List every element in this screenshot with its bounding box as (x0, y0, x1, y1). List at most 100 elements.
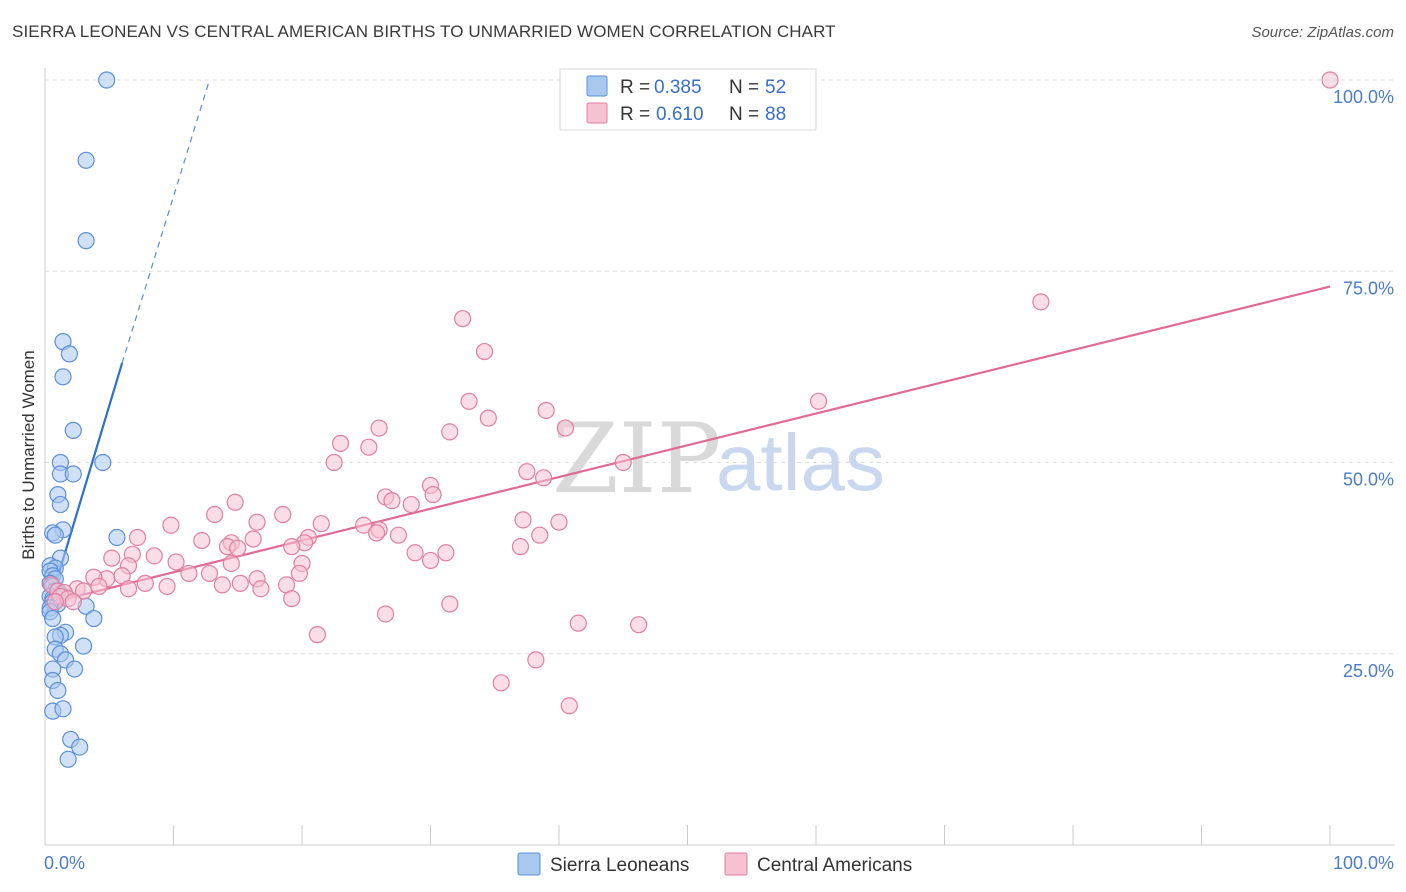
legend-n-label-1: N = (729, 77, 759, 98)
trend-line-central (44, 285, 1331, 606)
point-sierra-10 (64, 465, 82, 483)
point-central-29 (162, 516, 180, 534)
point-central-66 (90, 577, 108, 596)
point-central-8 (556, 419, 575, 437)
point-central-46 (406, 544, 424, 562)
point-sierra-0 (98, 71, 116, 89)
y-tick-label-3: 100.0% (1333, 87, 1394, 107)
point-central-16 (534, 469, 553, 487)
point-central-14 (614, 453, 632, 472)
point-sierra-46 (49, 681, 67, 700)
legend-swatch-pink (586, 102, 608, 124)
point-central-72 (74, 582, 93, 600)
point-central-45 (511, 538, 530, 556)
point-central-3 (475, 342, 494, 361)
point-central-48 (145, 547, 163, 565)
bottom-legend-label-blue: Sierra Leoneans (550, 855, 689, 876)
point-central-10 (441, 423, 459, 441)
legend-box: R = 0.385 N = 52 R = 0.610 N = 88 (559, 68, 817, 131)
y-tick-label-2: 75.0% (1343, 278, 1394, 298)
point-central-21 (402, 495, 420, 514)
point-central-74 (252, 580, 270, 598)
point-central-86 (560, 697, 578, 715)
point-central-57 (180, 564, 198, 583)
point-central-84 (630, 616, 648, 634)
trend-line-sierra-extension (121, 79, 211, 364)
point-central-51 (222, 554, 240, 573)
point-central-81 (308, 626, 327, 644)
point-central-9 (370, 419, 388, 437)
watermark: ZIP atlas (552, 403, 885, 515)
point-central-19 (424, 486, 442, 504)
x-tick-label-right: 100.0% (1333, 853, 1394, 873)
point-sierra-50 (71, 738, 89, 756)
legend-n-value-1: 52 (765, 77, 786, 98)
source-label: Source: ZipAtlas.com (1251, 24, 1394, 41)
point-central-78 (46, 593, 64, 611)
point-central-36 (244, 530, 262, 548)
point-central-49 (103, 549, 121, 567)
point-central-37 (193, 531, 211, 550)
point-central-55 (200, 564, 219, 583)
y-axis-label: Births to Unmarried Women (19, 350, 38, 559)
point-sierra-5 (54, 368, 72, 386)
point-central-33 (531, 526, 549, 544)
point-central-1 (1032, 293, 1050, 311)
bottom-legend-swatch-blue (517, 852, 541, 876)
point-sierra-39 (74, 637, 93, 655)
point-central-5 (460, 392, 478, 410)
point-central-6 (537, 401, 555, 420)
point-central-20 (383, 492, 401, 510)
point-sierra-34 (44, 609, 62, 628)
bottom-legend: Sierra Leoneans Central Americans (517, 852, 912, 876)
point-central-65 (231, 574, 249, 592)
point-sierra-8 (94, 453, 112, 472)
point-central-79 (441, 595, 459, 613)
point-central-43 (229, 539, 247, 557)
point-central-26 (550, 513, 568, 531)
point-sierra-6 (64, 421, 82, 439)
chart-title: SIERRA LEONEAN VS CENTRAL AMERICAN BIRTH… (12, 22, 836, 41)
bottom-legend-swatch-pink (724, 852, 748, 876)
point-central-52 (167, 553, 185, 571)
bottom-legend-label-pink: Central Americans (757, 855, 912, 876)
y-tick-label-1: 50.0% (1343, 470, 1394, 490)
point-central-25 (514, 511, 532, 529)
point-central-62 (136, 574, 154, 592)
data-points (41, 71, 1339, 768)
point-central-11 (331, 434, 350, 452)
point-central-23 (206, 505, 224, 524)
x-tick-label-left: 0.0% (44, 853, 85, 873)
legend-r-value-1: 0.385 (654, 77, 702, 98)
point-sierra-12 (51, 495, 70, 514)
point-central-15 (518, 463, 536, 481)
point-sierra-2 (77, 232, 95, 250)
point-central-34 (389, 526, 407, 544)
point-central-27 (248, 513, 266, 531)
point-sierra-15 (46, 526, 64, 544)
legend-swatch-blue (586, 75, 608, 97)
legend-n-label-2: N = (729, 104, 759, 125)
legend-r-value-2: 0.610 (656, 104, 704, 125)
point-sierra-1 (77, 151, 95, 169)
point-central-77 (64, 593, 82, 611)
point-central-28 (312, 515, 330, 533)
point-sierra-4 (60, 345, 79, 363)
point-sierra-16 (108, 528, 126, 547)
point-central-56 (290, 564, 309, 583)
axes (44, 68, 1395, 846)
point-central-87 (376, 605, 395, 623)
point-sierra-44 (65, 660, 84, 678)
point-central-50 (421, 551, 440, 570)
point-central-12 (360, 438, 378, 456)
tick-labels: 25.0% 50.0% 75.0% 100.0% 0.0% 100.0% (44, 87, 1394, 873)
gridlines (45, 79, 1395, 655)
watermark-zip: ZIP (552, 403, 721, 515)
legend-n-value-2: 88 (765, 104, 786, 125)
point-central-7 (479, 409, 497, 427)
point-central-82 (527, 651, 545, 669)
point-central-30 (355, 516, 373, 534)
legend-r-label-1: R = (620, 77, 650, 98)
point-central-68 (119, 580, 138, 598)
point-central-2 (454, 310, 472, 328)
